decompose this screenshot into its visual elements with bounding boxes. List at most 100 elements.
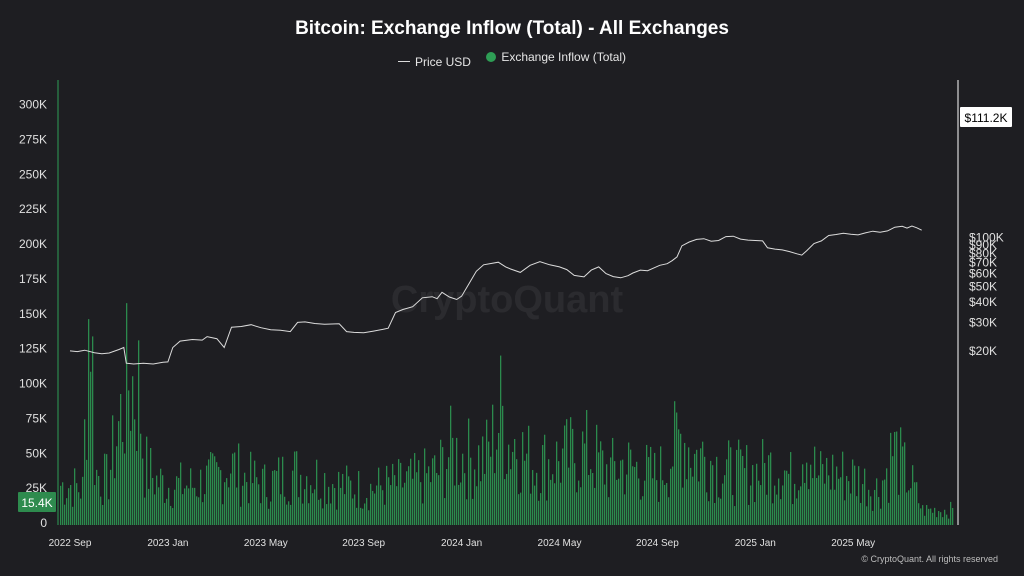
inflow-bar <box>480 481 482 525</box>
x-tick-label: 2025 Jan <box>735 538 776 549</box>
inflow-bar <box>818 475 820 525</box>
dot-swatch-icon <box>486 52 497 62</box>
inflow-bar <box>490 456 492 525</box>
inflow-bar <box>68 488 70 525</box>
inflow-bar <box>644 480 646 525</box>
left-tick-label: 50K <box>26 446 47 460</box>
inflow-bar <box>74 468 76 525</box>
inflow-bar <box>578 480 580 525</box>
inflow-bar <box>70 485 72 525</box>
inflow-bar <box>946 514 948 525</box>
inflow-bar <box>868 489 870 525</box>
inflow-bar <box>538 500 540 525</box>
legend-item-inflow[interactable]: Exchange Inflow (Total) <box>486 50 626 64</box>
inflow-bar <box>360 507 362 525</box>
inflow-bar <box>766 494 768 525</box>
inflow-bar <box>806 462 808 525</box>
inflow-bar <box>570 417 572 525</box>
inflow-bar <box>300 474 302 525</box>
inflow-bar <box>586 410 588 525</box>
inflow-bar <box>856 496 858 525</box>
inflow-bar <box>912 465 914 525</box>
inflow-bar <box>416 472 418 525</box>
inflow-bar <box>870 496 872 525</box>
inflow-bar <box>630 449 632 525</box>
inflow-bar <box>268 508 270 525</box>
inflow-bar <box>898 494 900 525</box>
inflow-bar <box>800 486 802 525</box>
inflow-bar <box>396 486 398 525</box>
inflow-bar <box>698 481 700 525</box>
inflow-bar <box>330 503 332 525</box>
inflow-bar <box>568 467 570 525</box>
inflow-bar <box>174 489 176 525</box>
inflow-bar <box>848 481 850 525</box>
inflow-bar <box>724 475 726 525</box>
inflow-bar <box>114 478 116 525</box>
inflow-bar <box>750 485 752 525</box>
inflow-bar <box>896 431 898 525</box>
inflow-bar <box>306 476 308 525</box>
inflow-bar <box>950 501 952 525</box>
x-tick-label: 2023 Jan <box>147 538 188 549</box>
last-price-label: $111.2K <box>965 111 1008 125</box>
inflow-bar <box>132 376 134 525</box>
inflow-bar <box>260 503 262 525</box>
inflow-bar <box>918 503 920 525</box>
inflow-bar <box>178 477 180 525</box>
x-tick-label: 2024 Sep <box>636 538 679 549</box>
inflow-bar <box>414 453 416 525</box>
inflow-bar <box>590 469 592 525</box>
inflow-bar <box>876 478 878 525</box>
inflow-bar <box>312 493 314 525</box>
inflow-bar <box>206 465 208 525</box>
inflow-bar <box>888 502 890 525</box>
inflow-bar <box>194 487 196 525</box>
inflow-bar <box>608 497 610 525</box>
inflow-bar <box>94 485 96 525</box>
right-tick-label: $90K <box>969 238 997 252</box>
legend-item-price[interactable]: Price USD <box>397 55 471 69</box>
inflow-bar <box>812 478 814 525</box>
inflow-bar <box>602 450 604 525</box>
inflow-bar <box>96 469 98 525</box>
inflow-bar <box>98 476 100 525</box>
last-inflow-label: 15.4K <box>21 496 52 510</box>
inflow-bar <box>530 493 532 525</box>
inflow-bar <box>940 512 942 525</box>
right-tick-label: $100K <box>969 231 1004 245</box>
inflow-bar <box>654 452 656 525</box>
inflow-bar <box>296 451 298 525</box>
inflow-bar <box>518 494 520 525</box>
inflow-bar <box>612 437 614 525</box>
inflow-bar <box>472 498 474 525</box>
inflow-bar <box>340 487 342 525</box>
inflow-bar <box>110 469 112 525</box>
inflow-bar <box>438 475 440 525</box>
inflow-bar <box>172 508 174 525</box>
inflow-bar <box>494 473 496 525</box>
inflow-bar <box>730 447 732 525</box>
inflow-bar <box>688 447 690 525</box>
inflow-bar <box>146 436 148 525</box>
inflow-bar <box>246 482 248 525</box>
inflow-bar <box>824 483 826 525</box>
inflow-bar <box>182 494 184 525</box>
inflow-bar <box>470 457 472 525</box>
inflow-bar <box>190 468 192 525</box>
watermark: CryptoQuant <box>391 279 624 321</box>
inflow-bar <box>522 432 524 525</box>
inflow-bar <box>390 485 392 525</box>
inflow-bar <box>256 477 258 525</box>
inflow-bar <box>640 499 642 525</box>
inflow-bar <box>754 502 756 525</box>
inflow-bar <box>642 496 644 525</box>
inflow-bar <box>592 473 594 525</box>
inflow-bar <box>392 463 394 525</box>
inflow-bar <box>692 476 694 525</box>
inflow-bar <box>760 485 762 525</box>
inflow-bar <box>952 508 954 525</box>
inflow-bar <box>88 319 90 525</box>
inflow-bar <box>78 492 80 525</box>
